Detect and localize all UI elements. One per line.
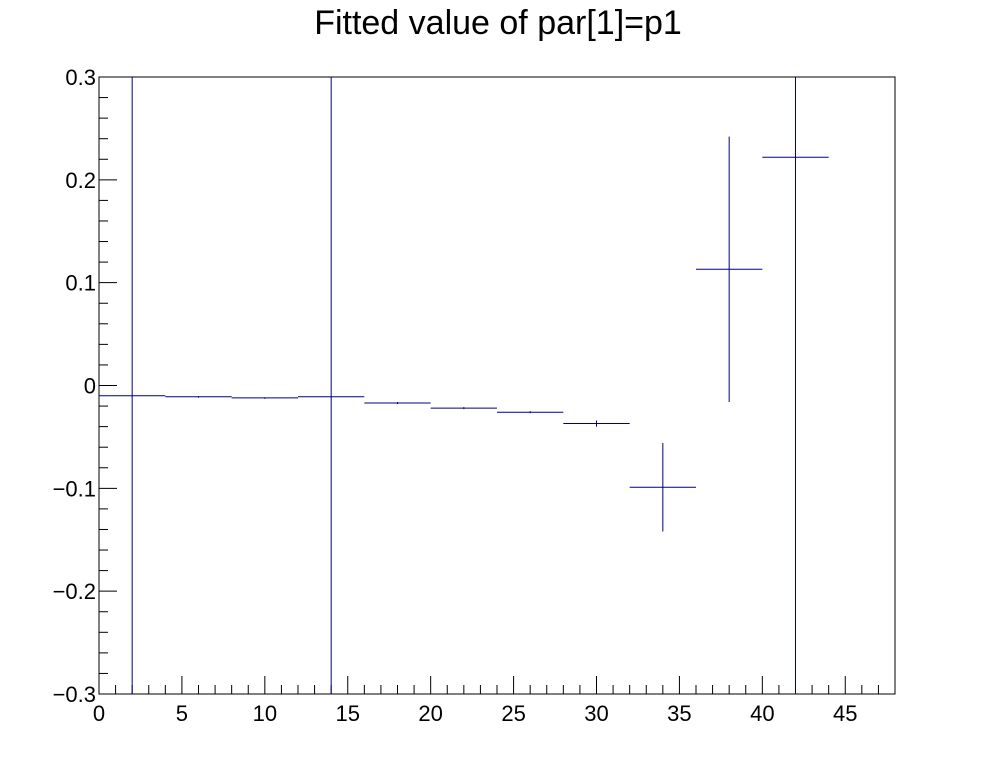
x-tick-label: 15 [336, 701, 360, 726]
y-tick-label: 0 [84, 374, 96, 399]
data-point [364, 401, 431, 405]
data-point [563, 420, 630, 427]
x-tick-label: 25 [501, 701, 525, 726]
x-tick-label: 35 [667, 701, 691, 726]
data-point [298, 77, 365, 694]
x-tick-label: 40 [750, 701, 774, 726]
y-tick-label: 0.1 [65, 271, 96, 296]
data-point [165, 396, 232, 398]
x-tick-label: 0 [93, 701, 105, 726]
data-point [696, 136, 763, 402]
y-tick-label: 0.2 [65, 168, 96, 193]
data-point [629, 443, 696, 532]
data-point [231, 397, 298, 399]
y-tick-label: −0.3 [53, 682, 96, 707]
x-tick-label: 5 [176, 701, 188, 726]
x-tick-label: 30 [584, 701, 608, 726]
data-point [430, 407, 497, 410]
data-point [762, 77, 829, 694]
data-point [497, 411, 564, 414]
data-point [99, 77, 166, 694]
y-tick-label: −0.2 [53, 579, 96, 604]
x-tick-label: 45 [833, 701, 857, 726]
y-tick-label: −0.1 [53, 476, 96, 501]
x-tick-label: 10 [253, 701, 277, 726]
axes-frame [98, 76, 896, 695]
y-tick-label: 0.3 [65, 65, 96, 90]
x-tick-label: 20 [418, 701, 442, 726]
chart-title: Fitted value of par[1]=p1 [314, 4, 682, 42]
